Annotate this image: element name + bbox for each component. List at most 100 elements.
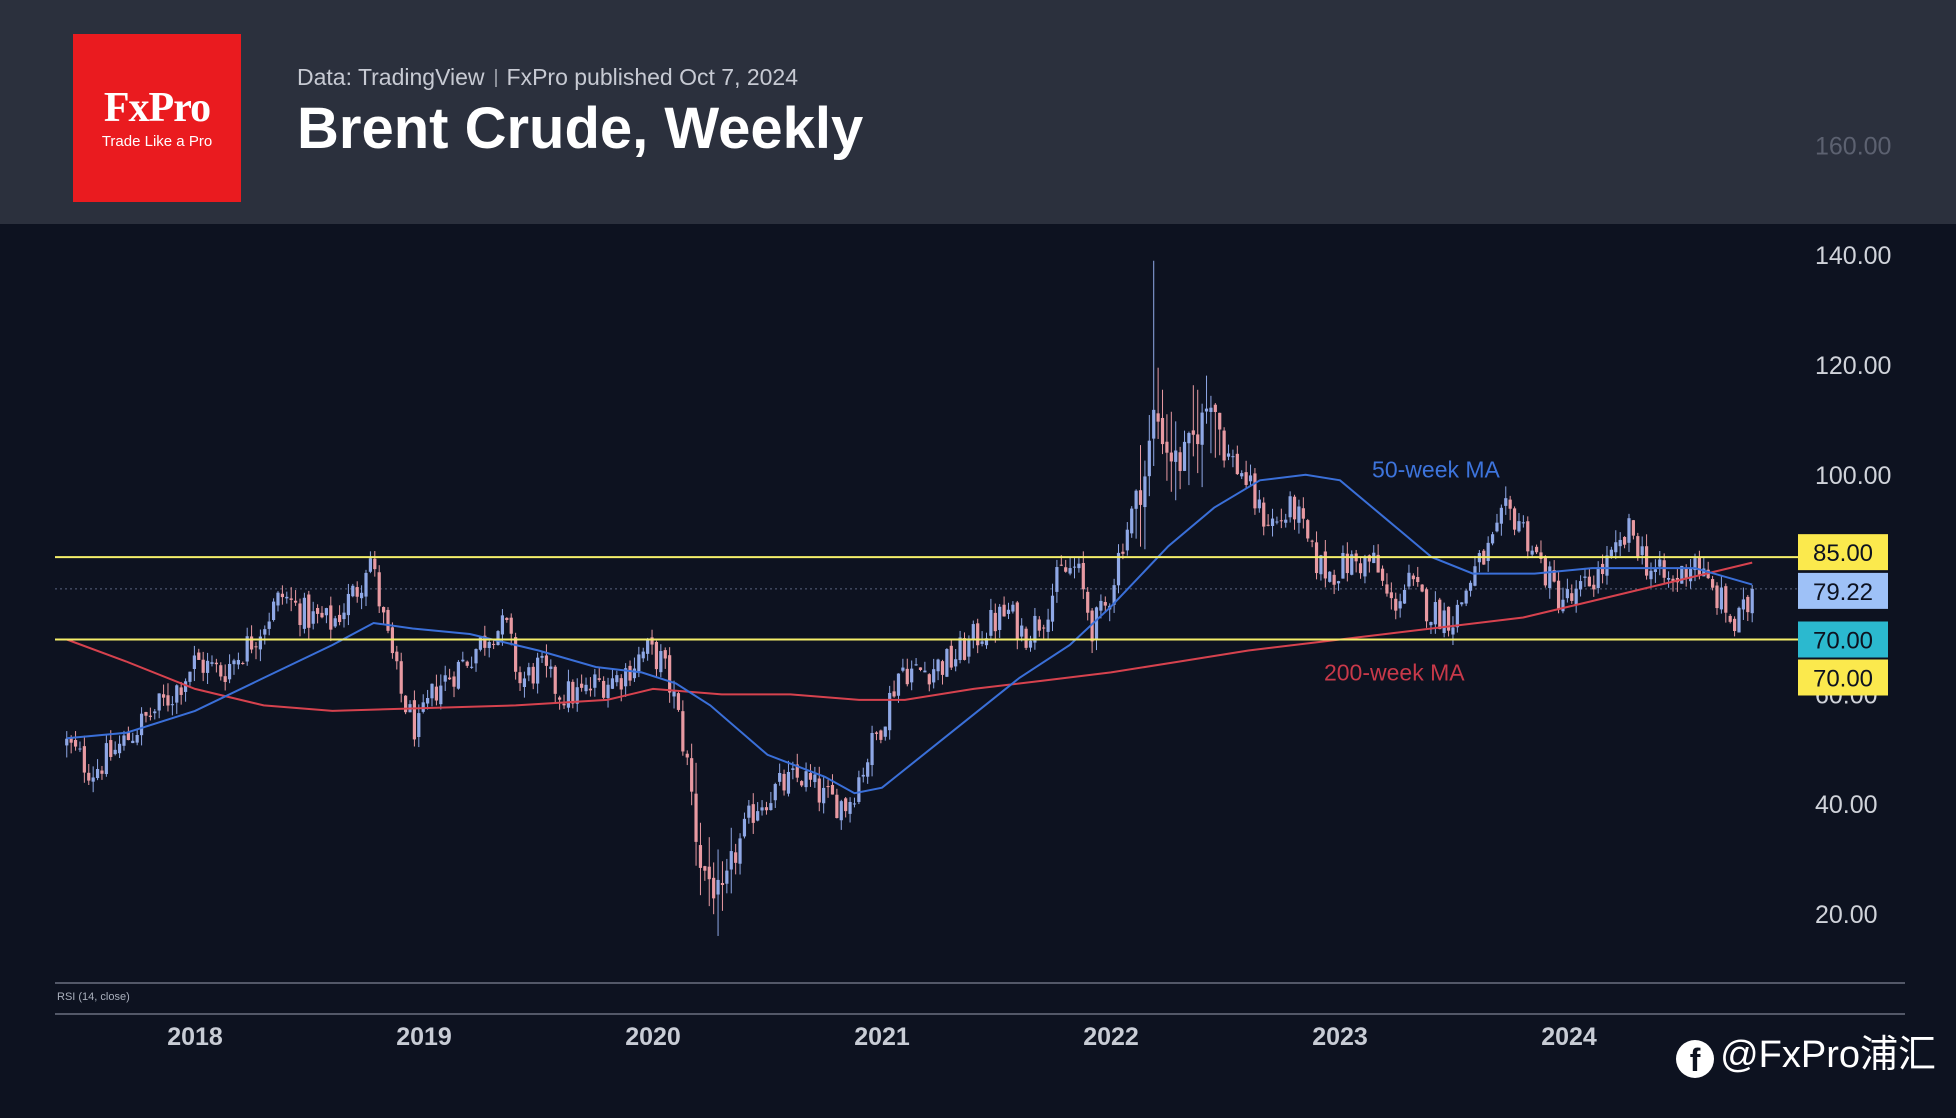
candle-body: [377, 572, 381, 607]
candle-body: [641, 651, 645, 659]
candle-body: [131, 740, 135, 744]
candle-body: [1037, 619, 1041, 631]
candle-body: [857, 777, 861, 802]
candle-body: [298, 603, 302, 626]
candle-body: [113, 749, 117, 755]
candle-body: [1680, 565, 1684, 584]
candle-body: [531, 666, 535, 684]
candle-body: [1618, 539, 1622, 547]
candle-body: [1636, 536, 1640, 558]
candle-body: [861, 774, 865, 777]
candle-body: [1728, 615, 1732, 622]
y-tick-label: 160.00: [1815, 132, 1891, 160]
candle-body: [373, 558, 377, 570]
candle-body: [707, 866, 711, 880]
candle-body: [967, 638, 971, 657]
candle-body: [580, 683, 584, 688]
candle-body: [426, 698, 430, 704]
candle-body: [1284, 519, 1288, 523]
candle-body: [1530, 550, 1534, 555]
x-tick-label: 2021: [854, 1023, 910, 1051]
candle-body: [337, 614, 342, 623]
candle-body: [500, 615, 505, 635]
candle-body: [1666, 577, 1671, 580]
y-tick-label: 120.00: [1815, 352, 1891, 380]
candle-body: [285, 596, 289, 599]
candle-body: [1627, 518, 1631, 543]
candle-body: [1552, 570, 1556, 582]
candle-body: [148, 715, 152, 717]
candle-body: [1134, 490, 1138, 509]
candle-body: [276, 592, 280, 606]
candle-body: [663, 650, 667, 659]
candle-body: [998, 606, 1002, 630]
ma200-line: [66, 561, 1753, 712]
candle-body: [78, 748, 82, 750]
candle-body: [1561, 599, 1565, 612]
candle-body: [760, 807, 764, 811]
candle-body: [879, 730, 883, 740]
candle-body: [1649, 570, 1653, 580]
candle-body: [769, 803, 773, 811]
candle-body: [1548, 566, 1552, 589]
candle-body: [1394, 598, 1398, 611]
price-tag: [1798, 572, 1888, 609]
candle-body: [1055, 567, 1059, 592]
candle-body: [1486, 542, 1490, 562]
candle-body: [302, 597, 306, 629]
candle-body: [1640, 546, 1644, 556]
candle-body: [496, 631, 500, 646]
x-tick-label: 2020: [625, 1023, 681, 1051]
candle-body: [1015, 602, 1019, 641]
candle-body: [201, 659, 205, 673]
candle-body: [764, 807, 769, 811]
candle-body: [932, 669, 936, 683]
candle-body: [1081, 562, 1085, 590]
candle-body: [179, 687, 183, 695]
candle-body: [747, 805, 751, 818]
candle-body: [773, 784, 777, 801]
x-tick-label: 2022: [1083, 1023, 1139, 1051]
candle-body: [1011, 604, 1015, 612]
candle-body: [1160, 417, 1165, 445]
candle-body: [822, 787, 826, 804]
candle-body: [782, 773, 786, 791]
candle-body: [1653, 569, 1657, 572]
candle-body: [804, 771, 808, 788]
candle-body: [1358, 563, 1363, 574]
candle-body: [1042, 627, 1046, 629]
candle-body: [1508, 499, 1512, 509]
candle-body: [742, 818, 747, 837]
candle-body: [205, 660, 210, 673]
candle-body: [1587, 576, 1591, 587]
candle-body: [558, 697, 562, 700]
candle-body: [439, 685, 443, 705]
candle-body: [1715, 585, 1719, 609]
candle-body: [465, 661, 469, 666]
candle-body: [223, 676, 227, 683]
candle-body: [1253, 473, 1257, 509]
social-watermark: f @FxPro浦汇: [1676, 1023, 1936, 1078]
candle-body: [1504, 498, 1508, 506]
candle-body: [962, 638, 967, 660]
candle-body: [492, 643, 496, 645]
candle-body: [522, 678, 527, 688]
candle-body: [1072, 566, 1077, 568]
candle-body: [245, 636, 249, 662]
candle-body: [1169, 452, 1173, 462]
candle-body: [1094, 607, 1099, 641]
candle-body: [571, 681, 575, 704]
candle-body: [848, 801, 852, 814]
candle-body: [434, 686, 439, 701]
candle-body: [976, 623, 980, 646]
candle-body: [1130, 508, 1134, 534]
candle-body: [1165, 441, 1169, 453]
candle-body: [936, 659, 940, 672]
candle-body: [624, 668, 628, 687]
candle-body: [1526, 521, 1530, 552]
candle-body: [954, 659, 958, 667]
candle-body: [1389, 592, 1393, 599]
candle-body: [249, 636, 254, 650]
candle-body: [461, 659, 465, 662]
